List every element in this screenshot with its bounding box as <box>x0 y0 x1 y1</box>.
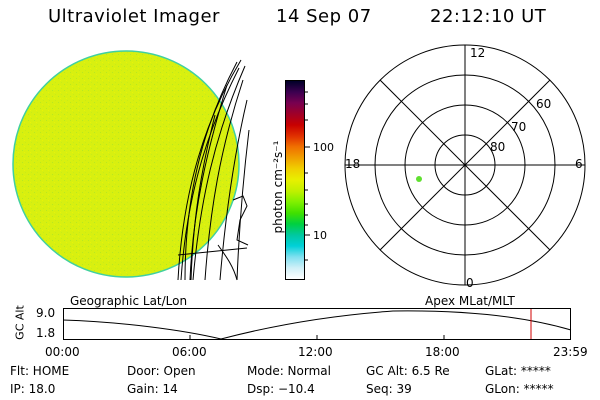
geographic-grid <box>177 59 250 281</box>
timeline-ytick-1.8: 1.8 <box>36 326 56 340</box>
uv-image-panel <box>12 50 250 281</box>
status-ip: IP: 18.0 <box>10 382 56 396</box>
mlat-label-70: 70 <box>511 120 527 134</box>
timeline-xtick-1800: 18:00 <box>425 345 460 359</box>
polar-mlt-plot <box>344 44 586 286</box>
colorbar-unit-label: photon cm⁻²s⁻¹ <box>271 140 285 234</box>
timeline-xtick-2359: 23:59 <box>553 345 588 359</box>
status-door: Door: Open <box>127 364 196 378</box>
mlt-label-6: 6 <box>575 157 583 171</box>
status-gain: Gain: 14 <box>127 382 178 396</box>
geographic-projection-label: Geographic Lat/Lon <box>70 294 188 308</box>
colorbar-tick-10: 10 <box>313 229 327 242</box>
timeline-xtick-0000: 00:00 <box>45 345 80 359</box>
status-seq: Seq: 39 <box>366 382 412 396</box>
timeline-xtick-1200: 12:00 <box>298 345 333 359</box>
timeline-xtick-0600: 06:00 <box>172 345 207 359</box>
colorbar <box>285 80 305 280</box>
status-dsp: Dsp: −10.4 <box>247 382 315 396</box>
mlat-label-60: 60 <box>536 97 552 111</box>
time-label: 22:12:10 UT <box>430 6 547 27</box>
timeline-ytick-9: 9.0 <box>36 306 56 320</box>
colorbar-tick-100: 100 <box>313 141 334 154</box>
apex-projection-label: Apex MLat/MLT <box>425 294 515 308</box>
status-glat: GLat: ***** <box>485 364 551 378</box>
altitude-timeline-plot <box>62 308 572 340</box>
mlt-label-18: 18 <box>345 157 361 171</box>
status-gcalt: GC Alt: 6.5 Re <box>366 364 450 378</box>
mlt-label-0: 0 <box>466 276 474 290</box>
colorbar-ticks <box>305 91 310 261</box>
status-mode: Mode: Normal <box>247 364 331 378</box>
timeline-ylabel: GC Alt <box>13 305 27 340</box>
status-flt: Flt: HOME <box>10 364 70 378</box>
polar-marker <box>416 176 422 182</box>
mlt-label-12: 12 <box>470 46 486 60</box>
mlat-label-80: 80 <box>490 140 506 154</box>
instrument-title: Ultraviolet Imager <box>48 6 220 27</box>
altitude-curve <box>62 310 572 340</box>
status-glon: GLon: ***** <box>485 382 554 396</box>
date-label: 14 Sep 07 <box>276 6 372 27</box>
earth-disk <box>12 50 240 278</box>
